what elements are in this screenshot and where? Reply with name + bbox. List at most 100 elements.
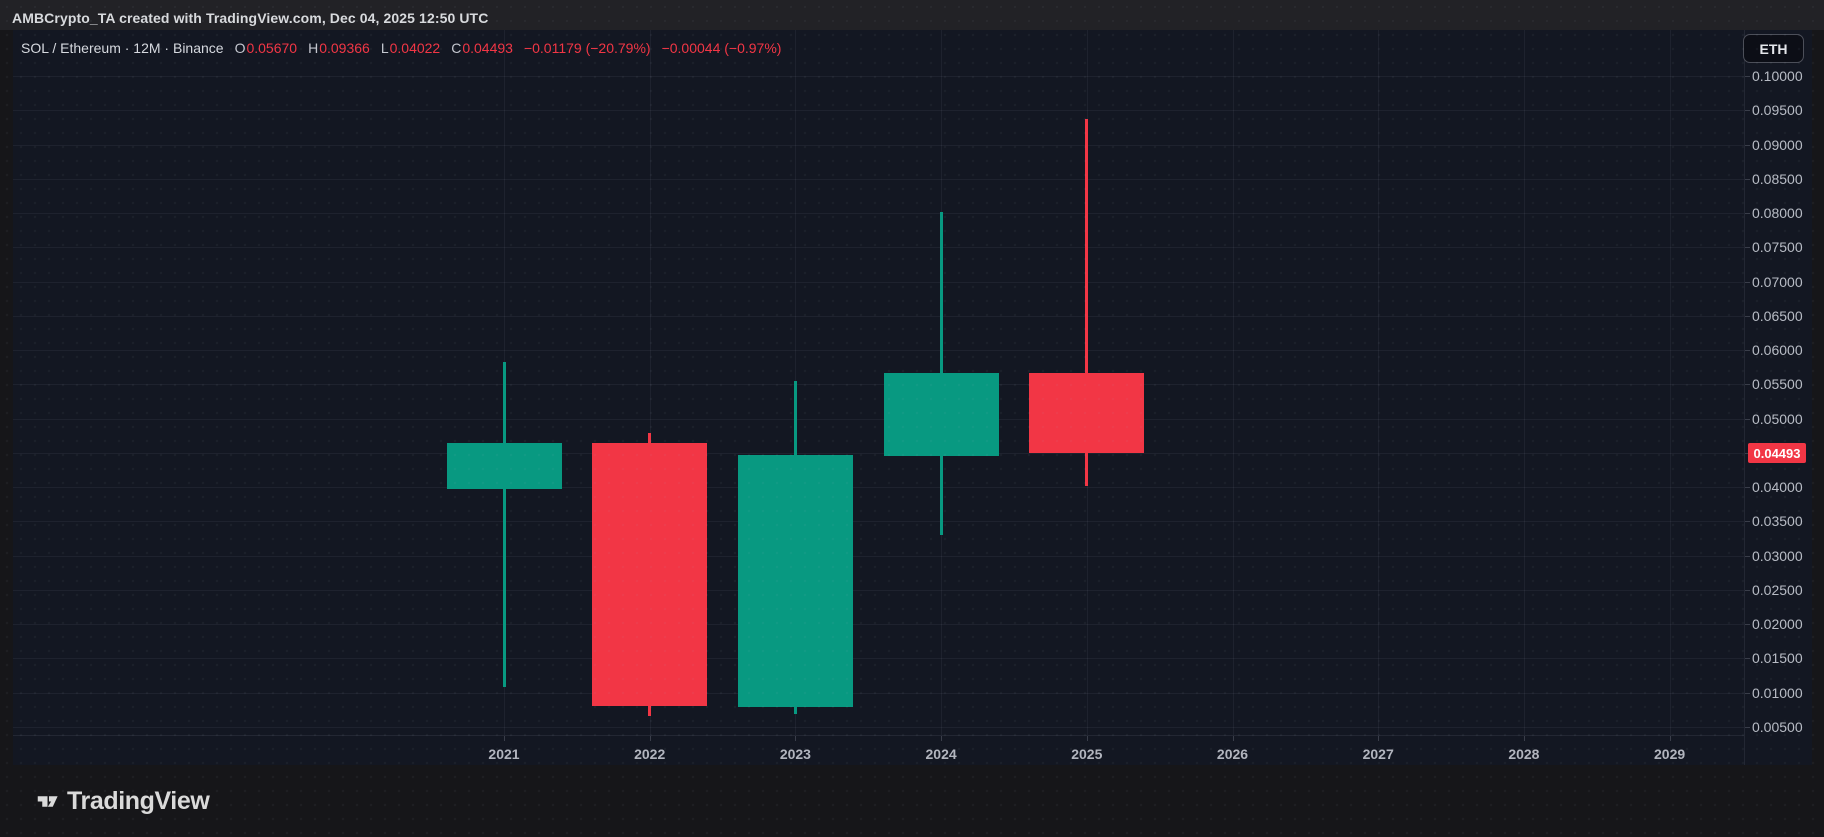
currency-toggle-button[interactable]: ETH bbox=[1743, 34, 1804, 63]
time-scale[interactable]: 2021 2022 2023 2024 2025 2026 2027 2028 2029 bbox=[13, 735, 1744, 765]
vertical-gridline bbox=[1232, 30, 1234, 735]
time-axis-label: 2028 bbox=[1508, 746, 1540, 762]
price-tick-mark bbox=[1745, 726, 1750, 728]
horizontal-gridline bbox=[13, 110, 1744, 112]
time-tick-mark bbox=[649, 736, 651, 741]
time-tick-mark bbox=[1669, 736, 1671, 741]
time-tick-mark bbox=[1523, 736, 1525, 741]
horizontal-gridline bbox=[13, 418, 1744, 420]
price-axis-label: 0.02000 bbox=[1752, 616, 1803, 633]
legend-open: O0.05670 bbox=[234, 40, 298, 56]
horizontal-gridline bbox=[13, 76, 1744, 77]
price-tick-mark bbox=[1745, 281, 1750, 283]
candle-body-2025 bbox=[1029, 372, 1145, 454]
price-tick-mark bbox=[1745, 452, 1750, 454]
horizontal-gridline bbox=[13, 624, 1744, 626]
horizontal-gridline bbox=[13, 658, 1744, 660]
legend-high: H0.09366 bbox=[308, 40, 370, 56]
legend-close: C0.04493 bbox=[451, 40, 513, 56]
vertical-gridline bbox=[1523, 30, 1525, 735]
time-axis-label: 2024 bbox=[925, 746, 957, 762]
price-axis-label: 0.06500 bbox=[1752, 307, 1803, 324]
time-tick-mark bbox=[1232, 736, 1234, 741]
price-axis-label: 0.07500 bbox=[1752, 239, 1803, 256]
chart-legend: SOL / Ethereum · 12M · Binance O0.05670 … bbox=[21, 40, 781, 56]
chart-canvas[interactable] bbox=[13, 30, 1744, 735]
price-axis-label: 0.00500 bbox=[1752, 718, 1803, 735]
horizontal-gridline bbox=[13, 213, 1744, 215]
price-tick-mark bbox=[1745, 555, 1750, 557]
legend-change-last: −0.00044 (−0.97%) bbox=[661, 40, 782, 56]
candle-body-2023 bbox=[737, 454, 853, 708]
tradingview-logo-icon bbox=[37, 795, 58, 807]
price-tick-mark bbox=[1745, 589, 1750, 591]
legend-symbol: SOL / Ethereum · 12M · Binance bbox=[21, 40, 224, 56]
time-axis-label: 2022 bbox=[634, 746, 666, 762]
time-tick-mark bbox=[504, 736, 505, 741]
price-axis-label: 0.05500 bbox=[1752, 376, 1803, 393]
time-axis-label: 2027 bbox=[1362, 746, 1394, 762]
price-axis-label: 0.07000 bbox=[1752, 273, 1803, 290]
price-tick-mark bbox=[1745, 110, 1750, 112]
horizontal-gridline bbox=[13, 589, 1744, 591]
price-tick-mark bbox=[1745, 692, 1750, 694]
price-axis-label: 0.09500 bbox=[1752, 102, 1803, 119]
price-axis-label: 0.04000 bbox=[1752, 479, 1803, 496]
candle-wick-2025 bbox=[1085, 119, 1089, 486]
price-axis-label: 0.01500 bbox=[1752, 650, 1803, 667]
price-tick-mark bbox=[1745, 418, 1750, 420]
horizontal-gridline bbox=[13, 247, 1744, 249]
horizontal-gridline bbox=[13, 350, 1744, 352]
price-axis-label: 0.03500 bbox=[1752, 513, 1803, 530]
price-axis-label: 0.05000 bbox=[1752, 410, 1803, 427]
price-axis-label: 0.03000 bbox=[1752, 547, 1803, 564]
horizontal-gridline bbox=[13, 487, 1744, 489]
tradingview-logo-text: TradingView bbox=[67, 786, 210, 815]
price-axis-label: 0.09000 bbox=[1752, 136, 1803, 153]
last-price-tag: 0.04493 bbox=[1748, 443, 1806, 464]
time-axis-label: 2025 bbox=[1071, 746, 1103, 762]
time-tick-mark bbox=[795, 736, 797, 741]
price-tick-mark bbox=[1745, 315, 1750, 317]
horizontal-gridline bbox=[13, 521, 1744, 523]
price-tick-mark bbox=[1745, 384, 1750, 386]
candle-body-2024 bbox=[883, 372, 999, 457]
chart-widget: 0.04493 0.10000 0.09500 0.09000 0.08500 0.08… bbox=[13, 30, 1812, 765]
price-tick-mark bbox=[1745, 350, 1750, 352]
price-axis-label: 0.02500 bbox=[1752, 581, 1803, 598]
price-axis-label: 0.01000 bbox=[1752, 684, 1803, 701]
footer-bar: TradingView bbox=[0, 765, 1824, 837]
time-axis-label: 2023 bbox=[779, 746, 811, 762]
price-tick-mark bbox=[1745, 213, 1750, 215]
attribution-bar: AMBCrypto_TA created with TradingView.co… bbox=[0, 0, 1824, 30]
horizontal-gridline bbox=[13, 144, 1744, 146]
price-tick-mark bbox=[1745, 521, 1750, 523]
price-axis-label: 0.10000 bbox=[1752, 68, 1803, 84]
horizontal-gridline bbox=[13, 726, 1744, 728]
legend-change-year: −0.01179 (−20.79%) bbox=[523, 40, 651, 56]
price-tick-mark bbox=[1745, 178, 1750, 180]
horizontal-gridline bbox=[13, 315, 1744, 317]
horizontal-gridline bbox=[13, 692, 1744, 694]
horizontal-gridline bbox=[13, 555, 1744, 557]
candle-body-2021 bbox=[446, 443, 562, 490]
price-tick-mark bbox=[1745, 247, 1750, 249]
price-axis-label: 0.06000 bbox=[1752, 342, 1803, 359]
price-tick-mark bbox=[1745, 624, 1750, 626]
price-tick-mark bbox=[1745, 487, 1750, 489]
price-tick-mark bbox=[1745, 144, 1750, 146]
horizontal-gridline bbox=[13, 452, 1744, 454]
vertical-gridline bbox=[649, 30, 651, 735]
price-tick-mark bbox=[1745, 658, 1750, 660]
tradingview-logo[interactable]: TradingView bbox=[37, 786, 210, 816]
price-axis-label: 0.08000 bbox=[1752, 205, 1803, 222]
attribution-text: AMBCrypto_TA created with TradingView.co… bbox=[12, 10, 489, 26]
vertical-gridline bbox=[1378, 30, 1380, 735]
time-axis-label: 2026 bbox=[1216, 746, 1249, 762]
time-tick-mark bbox=[1086, 736, 1088, 741]
vertical-gridline bbox=[1669, 30, 1671, 735]
price-scale[interactable]: 0.04493 0.10000 0.09500 0.09000 0.08500 0.08… bbox=[1744, 30, 1812, 765]
legend-low: L0.04022 bbox=[380, 40, 441, 56]
price-tick-mark bbox=[1745, 76, 1750, 77]
candle-body-2022 bbox=[592, 443, 708, 706]
